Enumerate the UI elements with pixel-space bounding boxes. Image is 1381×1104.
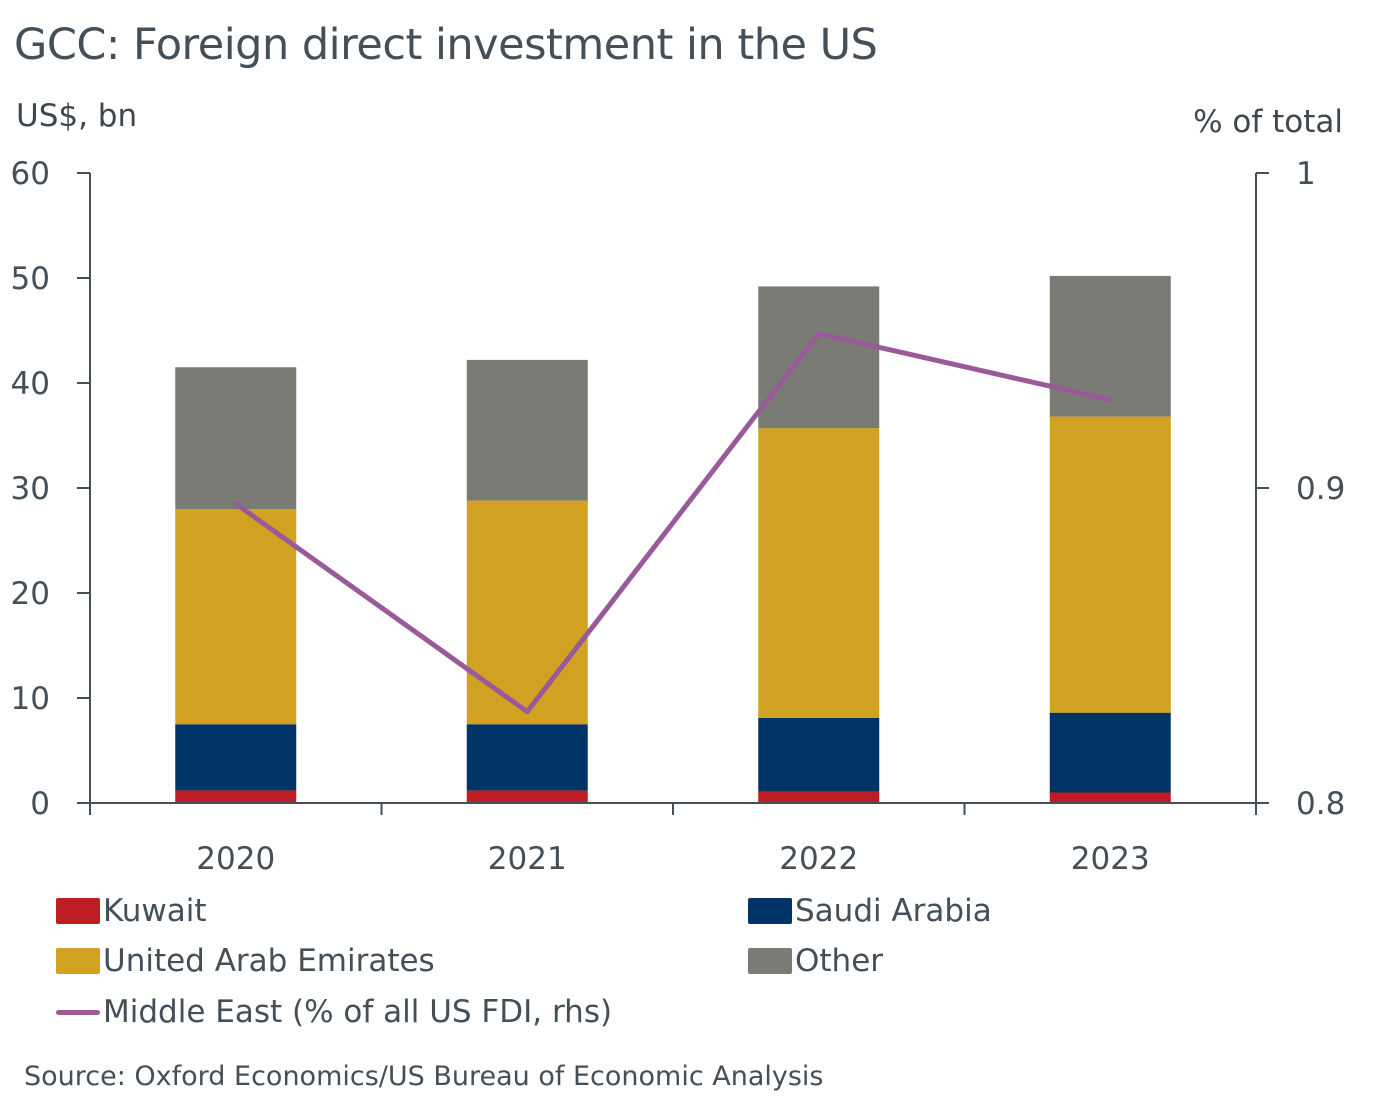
bar-kuwait-2022 [758,791,880,803]
bar-saudi-arabia-2022 [758,717,880,792]
right-tick-label: 0.8 [1296,786,1345,822]
axes-layer [77,172,1269,815]
bar-other-2022 [758,286,880,429]
bar-saudi-arabia-2023 [1049,712,1171,793]
left-tick-label: 20 [11,576,50,612]
bar-other-2023 [1049,275,1171,417]
bar-kuwait-2023 [1049,792,1171,803]
bar-other-2020 [175,367,297,509]
x-tick-label: 2021 [488,841,567,877]
tick-labels-layer: 0 10 20 30 40 50 60 0.8 0.9 1 2020 2021 2022 2023 [11,156,1346,877]
bar-kuwait-2020 [175,790,297,803]
line-layer [233,331,1113,715]
bar-united-arab-emirates-2022 [758,428,880,718]
left-tick-label: 40 [11,366,50,402]
left-tick-label: 0 [30,786,50,822]
left-tick-label: 50 [11,261,50,297]
right-tick-label: 1 [1296,156,1316,192]
left-tick-label: 10 [11,681,50,717]
bar-saudi-arabia-2021 [466,724,588,791]
left-tick-label: 30 [11,471,50,507]
right-axis-label: % of total [1193,104,1343,140]
left-axis-label: US$, bn [16,98,138,134]
line-middle-east-share [233,331,1113,715]
bar-other-2021 [466,359,588,501]
bar-kuwait-2021 [466,790,588,803]
right-tick-label: 0.9 [1296,471,1345,507]
bar-united-arab-emirates-2023 [1049,416,1171,713]
bar-saudi-arabia-2020 [175,724,297,791]
bar-united-arab-emirates-2020 [175,509,297,725]
x-tick-label: 2022 [779,841,858,877]
chart-title: GCC: Foreign direct investment in the US [14,20,878,70]
left-tick-label: 60 [11,156,50,192]
source-note: Source: Oxford Economics/US Bureau of Ec… [24,1061,824,1092]
x-tick-label: 2023 [1071,841,1150,877]
x-tick-label: 2020 [196,841,275,877]
bar-united-arab-emirates-2021 [466,500,588,725]
bars-layer [175,275,1171,803]
